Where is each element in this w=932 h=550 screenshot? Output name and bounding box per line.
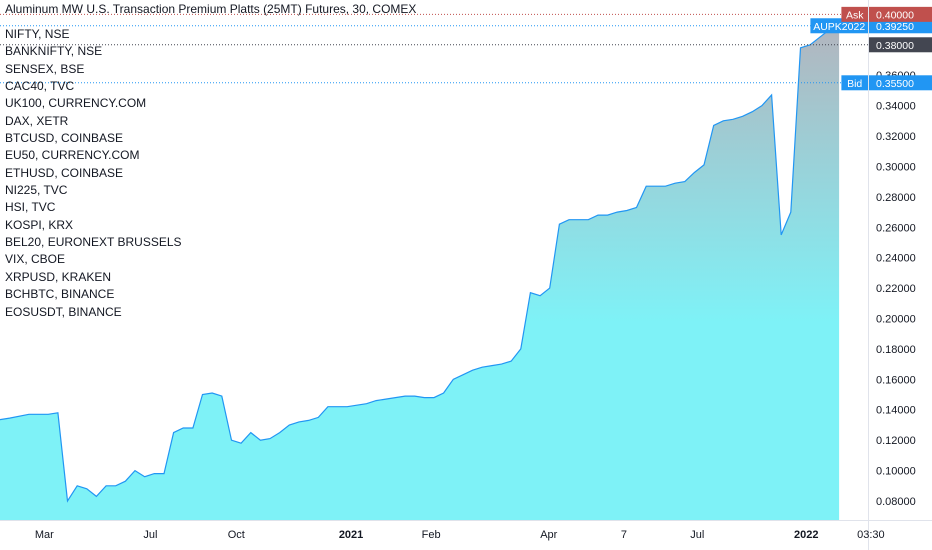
bid-label-bg (841, 75, 868, 91)
bid-badge: Bid 0.35500 (841, 75, 932, 91)
time-tick-label: Jul (143, 529, 157, 541)
compare-symbol-item[interactable]: CAC40, TVC (5, 79, 75, 94)
high-badge: 0.38000 (869, 37, 932, 53)
compare-symbol-item[interactable]: ETHUSD, COINBASE (5, 165, 124, 180)
compare-symbol-item[interactable]: EU50, CURRENCY.COM (5, 148, 140, 163)
symbol-label-bg (810, 18, 868, 34)
bid-price-value-bg (869, 75, 932, 91)
compare-symbol-item[interactable]: BANKNIFTY, NSE (5, 44, 103, 59)
bid-price-value: 0.35500 (876, 78, 914, 90)
price-tick-label: 0.30000 (876, 161, 916, 173)
compare-symbol-item[interactable]: HSI, TVC (5, 200, 56, 215)
price-tick-label: 0.22000 (876, 283, 916, 295)
high-price-value: 0.38000 (876, 40, 914, 52)
time-tick-label: Feb (422, 529, 441, 541)
time-tick-label: 7 (621, 529, 627, 541)
compare-symbol-item[interactable]: SENSEX, BSE (5, 61, 85, 76)
area-fill (0, 25, 840, 521)
time-tick-label: Oct (228, 529, 245, 541)
compare-symbol-item[interactable]: EOSUSDT, BINANCE (5, 304, 122, 319)
time-tick-label: 2022 (794, 529, 818, 541)
time-tick-label: 03:30 (857, 529, 885, 541)
price-tick-label: 0.20000 (876, 314, 916, 326)
price-tick-label: 0.24000 (876, 253, 916, 265)
time-tick-label: 2021 (339, 529, 363, 541)
time-tick-label: Apr (540, 529, 557, 541)
compare-symbol-item[interactable]: NIFTY, NSE (5, 27, 70, 41)
time-tick-label: Mar (35, 529, 54, 541)
ask-price-value-bg (869, 6, 932, 22)
last-badge: AUPK2022 0.39250 (810, 18, 932, 34)
high-price-value-bg (869, 37, 932, 53)
price-tick-label: 0.28000 (876, 192, 916, 204)
ask-label: Ask (846, 9, 864, 21)
compare-symbol-item[interactable]: BCHBTC, BINANCE (5, 287, 115, 302)
symbol-label: AUPK2022 (813, 21, 865, 33)
price-tick-label: 0.32000 (876, 131, 916, 143)
compare-symbol-item[interactable]: DAX, XETR (5, 113, 69, 128)
ask-badge: Ask 0.40000 (841, 6, 932, 22)
price-tick-label: 0.14000 (876, 405, 916, 417)
ask-price-value: 0.40000 (876, 9, 914, 21)
compare-symbol-item[interactable]: KOSPI, KRX (5, 217, 74, 232)
compare-symbols-legend: NIFTY, NSE BANKNIFTY, NSE SENSEX, BSE CAC40… (5, 26, 182, 321)
time-tick-label: Jul (690, 529, 704, 541)
compare-symbol-item[interactable]: BEL20, EURONEXT BRUSSELS (5, 235, 182, 250)
compare-symbol-item[interactable]: XRPUSD, KRAKEN (5, 269, 112, 284)
compare-symbol-item[interactable]: UK100, CURRENCY.COM (5, 96, 147, 111)
price-tick-label: 0.18000 (876, 344, 916, 356)
price-tick-label: 0.26000 (876, 222, 916, 234)
price-tick-label: 0.34000 (876, 101, 916, 113)
last-price-value: 0.39250 (876, 21, 914, 33)
bid-label: Bid (847, 78, 862, 90)
compare-symbol-item[interactable]: VIX, CBOE (5, 252, 66, 267)
last-price-value-bg (869, 18, 932, 34)
ask-label-bg (841, 6, 868, 22)
price-tick-label: 0.08000 (876, 496, 916, 508)
compare-symbol-item[interactable]: BTCUSD, COINBASE (5, 131, 124, 146)
compare-symbol-item[interactable]: NI225, TVC (5, 183, 68, 198)
price-tick-label: 0.10000 (876, 466, 916, 478)
price-tick-label: 0.12000 (876, 435, 916, 447)
price-tick-label: 0.16000 (876, 374, 916, 386)
chart-title: Aluminum MW U.S. Transaction Premium Pla… (5, 2, 417, 16)
